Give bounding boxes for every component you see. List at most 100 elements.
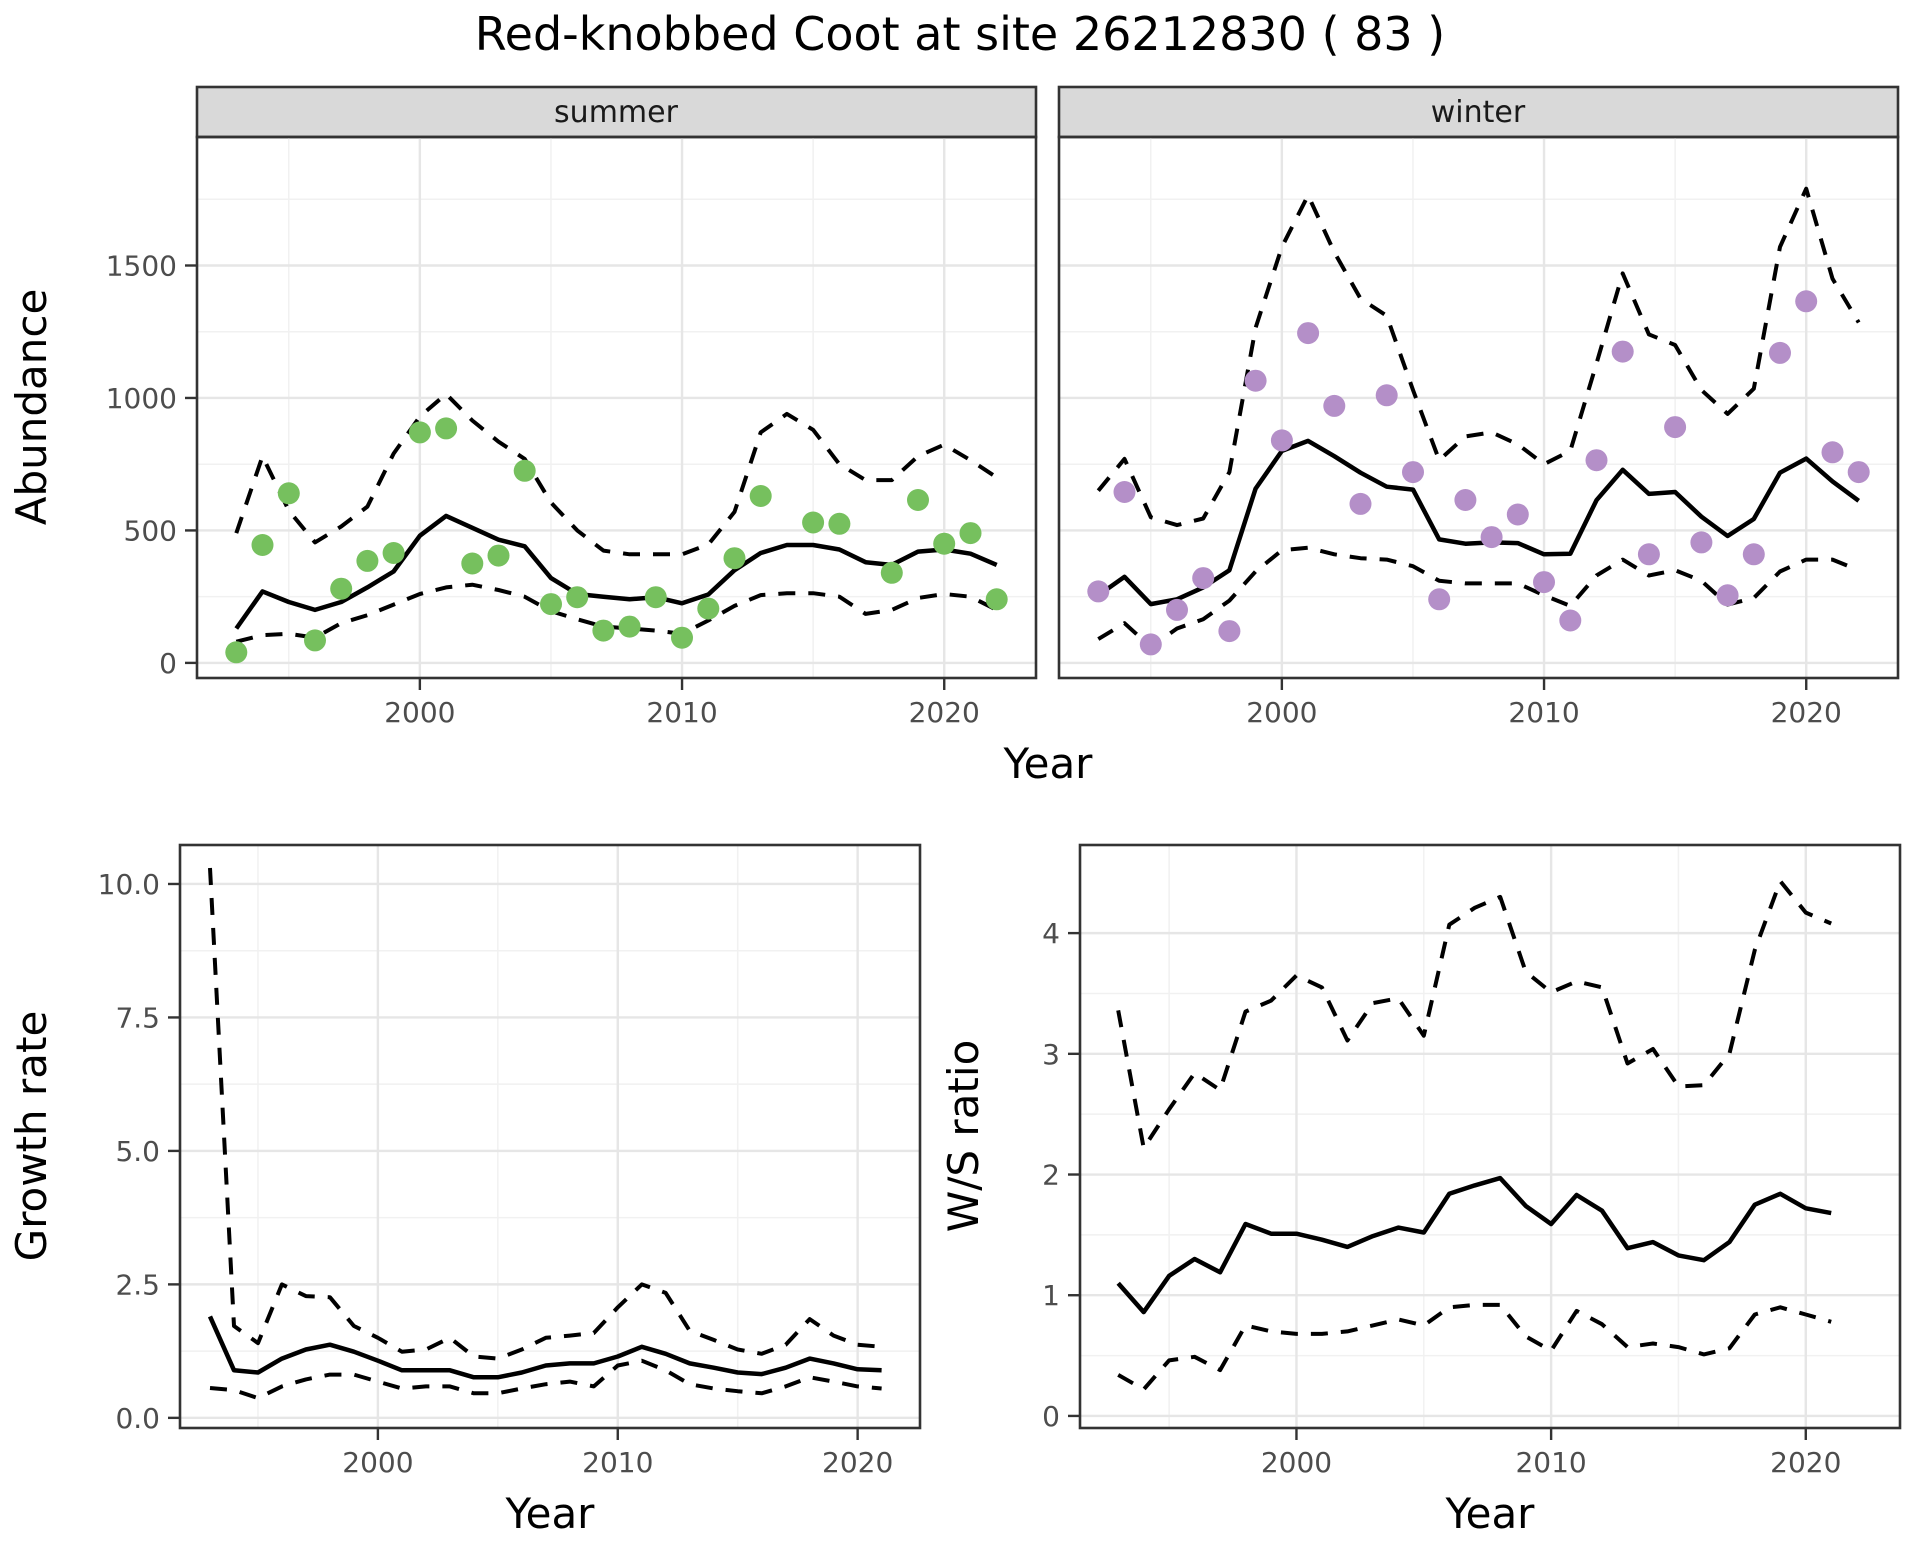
- facet-strip-background: [1057, 85, 1900, 139]
- data-point: [1087, 580, 1110, 603]
- data-point: [1847, 461, 1870, 484]
- y-axis-tick-label: 1000: [106, 382, 177, 415]
- panel-border: [178, 843, 922, 1430]
- data-point: [1506, 503, 1529, 526]
- x-axis-title-growth-rate: Year: [505, 1489, 596, 1538]
- data-point: [723, 547, 746, 570]
- data-point: [1480, 526, 1503, 549]
- data-point: [540, 593, 562, 616]
- panel-border: [1057, 135, 1900, 680]
- confidence-lower-line: [209, 1358, 882, 1401]
- fit-line: [1097, 438, 1861, 607]
- x-axis-title-ws-ratio: Year: [1445, 1489, 1536, 1538]
- data-point: [1192, 567, 1215, 590]
- y-axis-title-abundance: Abundance: [7, 289, 56, 526]
- x-axis-tick-label: 2000: [1261, 1446, 1332, 1479]
- data-point: [1218, 620, 1241, 643]
- data-point: [1113, 481, 1136, 503]
- fit-line: [1116, 1175, 1832, 1315]
- data-point: [1270, 429, 1293, 452]
- y-axis-tick-label: 7.5: [115, 1001, 160, 1034]
- plot-title: Red-knobbed Coot at site 26212830 ( 83 ): [475, 7, 1446, 61]
- data-point: [330, 577, 353, 600]
- data-point: [907, 489, 929, 511]
- x-axis-tick-label: 2000: [342, 1446, 413, 1479]
- data-point: [461, 552, 484, 575]
- data-point: [304, 629, 326, 652]
- y-axis-tick-label: 0: [159, 647, 177, 680]
- data-point: [1821, 441, 1844, 464]
- x-axis-tick-label: 2020: [909, 696, 980, 729]
- facet-strip-background: [195, 85, 1038, 139]
- x-axis-tick-label: 2020: [1770, 1446, 1841, 1479]
- data-point: [1349, 492, 1372, 515]
- data-point: [225, 641, 248, 664]
- data-point: [1139, 633, 1162, 656]
- data-point: [1611, 340, 1634, 363]
- data-point: [697, 597, 720, 620]
- y-axis-title-ws-ratio: W/S ratio: [939, 1040, 988, 1233]
- panel-growth-rate: 2000 2010 2020 0.0 2.5 5.0 7.5 10.0: [98, 843, 922, 1479]
- fit-line: [207, 1315, 882, 1380]
- data-point: [959, 522, 982, 545]
- y-axis-title-growth-rate: Growth rate: [7, 1011, 56, 1262]
- data-point: [408, 421, 431, 444]
- data-point: [985, 588, 1008, 611]
- y-axis-tick-label: 1: [1042, 1279, 1060, 1312]
- data-point: [1297, 322, 1320, 345]
- data-point: [435, 417, 458, 440]
- data-point: [1533, 571, 1555, 594]
- data-point: [1769, 341, 1791, 364]
- facet-strip-summer: summer: [195, 85, 1038, 139]
- data-point: [1742, 543, 1765, 566]
- panel-border: [195, 135, 1038, 680]
- data-point: [933, 532, 956, 555]
- y-axis-tick-label: 1500: [106, 249, 177, 282]
- y-axis-tick-label: 3: [1042, 1038, 1060, 1071]
- data-point: [618, 615, 641, 638]
- data-point: [1244, 369, 1267, 392]
- x-axis-tick-label: 2010: [582, 1446, 653, 1479]
- facet-strip-winter: winter: [1057, 85, 1900, 139]
- y-axis-tick-label: 500: [124, 514, 177, 547]
- confidence-upper-line: [1096, 186, 1861, 528]
- data-point: [1323, 394, 1346, 417]
- x-axis-tick-label: 2010: [1515, 1446, 1586, 1479]
- panel-border: [1078, 843, 1902, 1430]
- data-point: [828, 512, 851, 535]
- facet-strip-label-winter: winter: [1431, 95, 1526, 130]
- data-point: [382, 542, 405, 564]
- data-point: [749, 485, 772, 507]
- confidence-lower-line: [235, 582, 998, 644]
- data-point: [513, 459, 536, 482]
- data-point: [277, 482, 300, 505]
- panel-abundance-winter: 2000 2010 2020: [1057, 135, 1900, 729]
- x-axis-tick-label: 2020: [822, 1446, 893, 1479]
- x-axis-tick-label: 2000: [384, 696, 455, 729]
- panel-abundance-summer: 2000 2010 2020 0 500 1000 1500: [106, 135, 1038, 729]
- data-point: [592, 619, 615, 642]
- y-axis-tick-label: 2: [1042, 1159, 1060, 1192]
- data-point: [644, 586, 667, 609]
- y-axis-tick-label: 5.0: [115, 1135, 160, 1168]
- data-point: [880, 561, 903, 584]
- data-point: [1559, 609, 1582, 632]
- data-point: [1637, 543, 1660, 566]
- confidence-upper-line: [1116, 879, 1832, 1150]
- confidence-upper-line: [208, 867, 882, 1361]
- data-point: [1690, 531, 1713, 554]
- y-axis-tick-label: 10.0: [98, 868, 160, 901]
- data-point: [671, 626, 693, 649]
- data-point: [1585, 449, 1608, 472]
- y-axis-tick-label: 0.0: [115, 1402, 160, 1435]
- x-axis-tick-label: 2000: [1246, 696, 1317, 729]
- data-point: [251, 534, 274, 556]
- data-point: [1664, 416, 1687, 439]
- confidence-lower-line: [1117, 1302, 1832, 1392]
- x-axis-tick-label: 2020: [1771, 696, 1842, 729]
- x-axis-title-abundance: Year: [1003, 739, 1094, 788]
- x-axis-tick-label: 2010: [646, 696, 717, 729]
- y-axis-tick-label: 2.5: [115, 1268, 160, 1301]
